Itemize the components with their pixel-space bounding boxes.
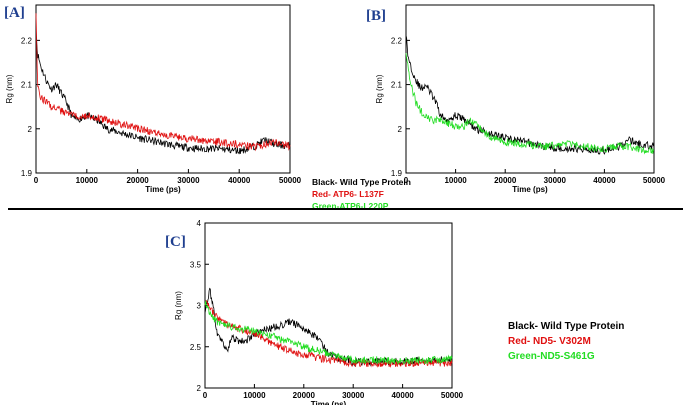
- y-axis-label: Rg (nm): [5, 74, 14, 103]
- legend-top-red: Red- ATP6- L137F: [312, 189, 384, 199]
- panel-label-b: [B]: [366, 8, 386, 24]
- x-axis-label: Time (ps): [311, 400, 347, 405]
- x-tick-label: 30000: [544, 176, 567, 185]
- series-line-1: [35, 35, 291, 155]
- chart-2: 0 10000 20000 30000 40000 50000 1.9 2 2.1 2.2 Time…: [375, 4, 666, 194]
- series-line-1: [405, 35, 655, 155]
- y-tick-label: 3: [197, 302, 202, 311]
- series-line-2: [35, 13, 291, 152]
- y-tick-label: 2: [197, 384, 202, 393]
- y-axis-label: Rg (nm): [375, 74, 384, 103]
- y-tick-label: 2.5: [190, 343, 202, 352]
- x-tick-label: 10000: [76, 176, 99, 185]
- y-tick-label: 2: [28, 125, 33, 134]
- x-tick-label: 40000: [391, 391, 414, 400]
- x-tick-label: 0: [203, 391, 208, 400]
- chart-3: 0 10000 20000 30000 40000 50000 2 2.5 3 3.5 4 Time …: [174, 219, 464, 405]
- x-tick-label: 20000: [293, 391, 316, 400]
- x-tick-label: 20000: [126, 176, 149, 185]
- y-tick-label: 2.1: [391, 81, 403, 90]
- y-tick-label: 2.1: [21, 81, 33, 90]
- x-tick-label: 30000: [177, 176, 200, 185]
- x-tick-label: 50000: [441, 391, 464, 400]
- x-tick-label: 50000: [643, 176, 666, 185]
- x-tick-label: 30000: [342, 391, 365, 400]
- plot-frame: [35, 4, 291, 174]
- x-tick-label: 10000: [243, 391, 266, 400]
- y-axis-label: Rg (nm): [174, 291, 183, 320]
- x-tick-label: 50000: [279, 176, 302, 185]
- x-tick-label: 10000: [444, 176, 467, 185]
- x-tick-label: 0: [404, 176, 409, 185]
- x-tick-label: 0: [34, 176, 39, 185]
- y-tick-label: 3.5: [190, 260, 202, 269]
- x-tick-label: 20000: [494, 176, 517, 185]
- panel-label-a: [A]: [4, 5, 25, 21]
- legend-bottom-wild-type: Black- Wild Type Protein: [508, 321, 624, 332]
- x-tick-label: 40000: [228, 176, 251, 185]
- y-tick-label: 2.2: [391, 36, 403, 45]
- series-line-2: [405, 52, 655, 155]
- legend-top-green: Green-ATP6-L220P: [312, 201, 389, 211]
- legend-bottom-red: Red- ND5- V302M: [508, 336, 591, 347]
- x-axis-label: Time (ps): [512, 185, 548, 194]
- y-tick-label: 2: [398, 125, 403, 134]
- y-tick-label: 4: [197, 219, 202, 228]
- charts-layer: 0 10000 20000 30000 40000 50000 1.9 2 2.1 2.2 Time…: [5, 4, 666, 405]
- plot-frame: [405, 4, 655, 174]
- chart-1: 0 10000 20000 30000 40000 50000 1.9 2 2.1 2.2 Time…: [5, 4, 302, 194]
- y-tick-label: 2.2: [21, 36, 33, 45]
- y-tick-label: 1.9: [21, 169, 33, 178]
- legend-top-wild-type: Black- Wild Type Protein: [312, 177, 411, 187]
- panel-label-c: [C]: [165, 234, 186, 250]
- x-axis-label: Time (ps): [145, 185, 181, 194]
- legend-bottom-green: Green-ND5-S461G: [508, 351, 595, 362]
- x-tick-label: 40000: [593, 176, 616, 185]
- series-line-2: [204, 299, 453, 368]
- series-line-3: [204, 300, 453, 366]
- y-tick-label: 1.9: [391, 169, 403, 178]
